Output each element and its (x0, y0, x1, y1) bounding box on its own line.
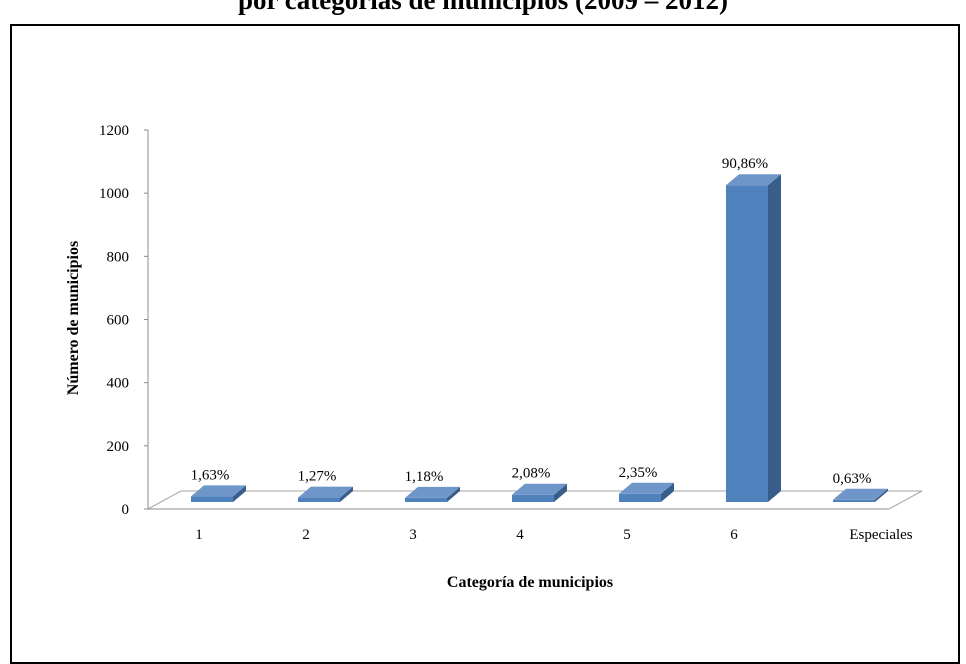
bar-front (512, 494, 554, 502)
bar-top (512, 483, 567, 495)
bar-side (554, 483, 567, 502)
bar-top (619, 482, 674, 494)
x-tick-label: 1 (195, 527, 203, 543)
bar-1 (191, 485, 246, 502)
y-tick-label: 0 (122, 502, 130, 518)
y-tick-label: 600 (107, 313, 130, 329)
y-tick-label: 400 (107, 376, 130, 392)
x-tick-label: 3 (409, 527, 417, 543)
data-label: 1,27% (298, 469, 337, 485)
bar-front (833, 499, 875, 502)
data-label: 0,63% (833, 471, 872, 487)
y-tick-label: 200 (107, 439, 130, 455)
data-label: 1,63% (191, 467, 230, 483)
bar-chart: 0 200 400 600 800 1000 1200 1,63% 1,27% 1,18% 2,0… (65, 123, 923, 591)
data-label: 1,18% (405, 469, 444, 485)
bars-group (191, 174, 888, 502)
x-tick-label: 2 (302, 527, 310, 543)
chart-frame (10, 24, 960, 664)
bar-4 (512, 483, 567, 502)
bar-front (191, 496, 233, 502)
bar-3 (405, 486, 460, 502)
y-tick-label: 1200 (99, 123, 129, 139)
y-tick-label: 1000 (99, 186, 129, 202)
y-axis-title: Número de municipios (65, 241, 82, 395)
data-labels-group: 1,63% 1,27% 1,18% 2,08% 2,35% 90,86% 0,63% (191, 156, 872, 487)
bar-front (619, 493, 661, 502)
bar-6 (726, 174, 781, 502)
bar-side (768, 174, 781, 502)
bar-2 (298, 486, 353, 502)
bar-top (298, 486, 353, 498)
x-tick-label: Especiales (849, 527, 912, 543)
bar-side (447, 486, 460, 502)
x-tick-label: 4 (516, 527, 524, 543)
chart-title: por categorías de municipios (2009 – 201… (238, 0, 728, 15)
y-tick-label: 800 (107, 249, 130, 265)
data-label: 2,08% (512, 466, 551, 482)
data-label: 90,86% (722, 156, 768, 172)
y-axis: 0 200 400 600 800 1000 1200 (99, 123, 149, 518)
bar-front (298, 497, 340, 502)
chart-title-strip: por categorías de municipios (2009 – 201… (0, 0, 966, 24)
x-axis: 1 2 3 4 5 6 Especiales (195, 527, 913, 543)
bar-Especiales (833, 488, 888, 502)
bar-side (340, 486, 353, 502)
data-label: 2,35% (619, 465, 658, 481)
bar-5 (619, 482, 674, 502)
bar-top (191, 485, 246, 497)
bar-side (233, 485, 246, 502)
bar-top (726, 174, 781, 186)
bar-front (405, 497, 447, 502)
bar-side (875, 488, 888, 502)
bar-front (726, 185, 768, 502)
bar-top (833, 488, 888, 500)
x-axis-title: Categoría de municipios (447, 574, 613, 591)
bar-side (661, 482, 674, 502)
x-tick-label: 5 (623, 527, 631, 543)
bar-top (405, 486, 460, 498)
x-tick-label: 6 (730, 527, 738, 543)
